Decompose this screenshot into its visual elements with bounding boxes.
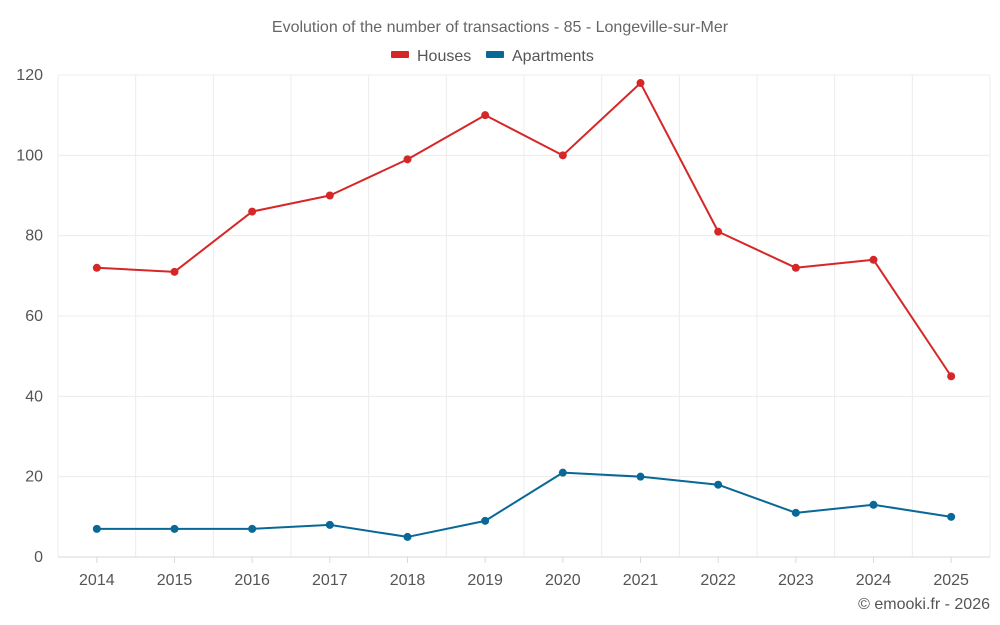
data-point-apartments <box>947 512 956 521</box>
data-point-apartments <box>403 532 412 541</box>
series-line-apartments <box>95 471 953 538</box>
y-tick-label: 20 <box>25 469 43 486</box>
legend-item-apartments[interactable]: Apartments <box>486 48 594 65</box>
data-point-apartments <box>791 508 800 517</box>
x-tick-label: 2015 <box>157 572 193 589</box>
legend-label-houses: Houses <box>417 48 471 65</box>
data-point-apartments <box>248 524 257 533</box>
y-tick-label: 80 <box>25 228 43 245</box>
x-tick-label: 2024 <box>856 572 892 589</box>
data-point-houses <box>92 263 101 272</box>
data-point-houses <box>325 191 334 200</box>
legend-swatch-houses <box>391 51 409 58</box>
y-tick-label: 0 <box>34 549 43 566</box>
x-tick-label: 2014 <box>79 572 115 589</box>
legend-swatch-apartments <box>486 51 504 58</box>
data-point-houses <box>481 111 490 120</box>
data-point-apartments <box>558 468 567 477</box>
x-tick-label: 2020 <box>545 572 581 589</box>
y-tick-label: 100 <box>16 147 43 164</box>
credit-text: © emooki.fr - 2026 <box>858 596 990 613</box>
data-point-houses <box>791 263 800 272</box>
x-tick-label: 2022 <box>700 572 736 589</box>
data-point-houses <box>558 151 567 160</box>
data-point-apartments <box>481 516 490 525</box>
legend-item-houses[interactable]: Houses <box>391 48 471 65</box>
data-point-houses <box>248 207 257 216</box>
data-point-houses <box>714 227 723 236</box>
data-point-houses <box>869 255 878 264</box>
grid <box>57 74 991 557</box>
data-point-apartments <box>170 524 179 533</box>
x-tick-label: 2016 <box>234 572 270 589</box>
data-point-apartments <box>325 520 334 529</box>
data-point-apartments <box>714 480 723 489</box>
legend-label-apartments: Apartments <box>512 48 594 65</box>
data-point-apartments <box>92 524 101 533</box>
y-tick-label: 60 <box>25 308 43 325</box>
y-tick-label: 40 <box>25 388 43 405</box>
data-point-houses <box>636 79 645 88</box>
x-tick-label: 2017 <box>312 572 348 589</box>
x-tick-label: 2023 <box>778 572 814 589</box>
x-tick-label: 2021 <box>623 572 659 589</box>
x-tick-label: 2025 <box>933 572 969 589</box>
data-point-apartments <box>869 500 878 509</box>
axes: 0 20 40 60 80 100 120 2014 2015 2016 2017 2018 2019 2… <box>16 67 990 589</box>
chart-title: Evolution of the number of transactions … <box>272 19 729 36</box>
data-point-apartments <box>636 472 645 481</box>
series-line-houses <box>95 82 953 378</box>
legend: Houses Apartments <box>391 48 594 65</box>
x-tick-label: 2018 <box>390 572 426 589</box>
y-tick-label: 120 <box>16 67 43 84</box>
data-point-houses <box>403 155 412 164</box>
data-point-houses <box>947 372 956 381</box>
series <box>92 79 956 541</box>
x-tick-label: 2019 <box>467 572 503 589</box>
data-point-houses <box>170 267 179 276</box>
